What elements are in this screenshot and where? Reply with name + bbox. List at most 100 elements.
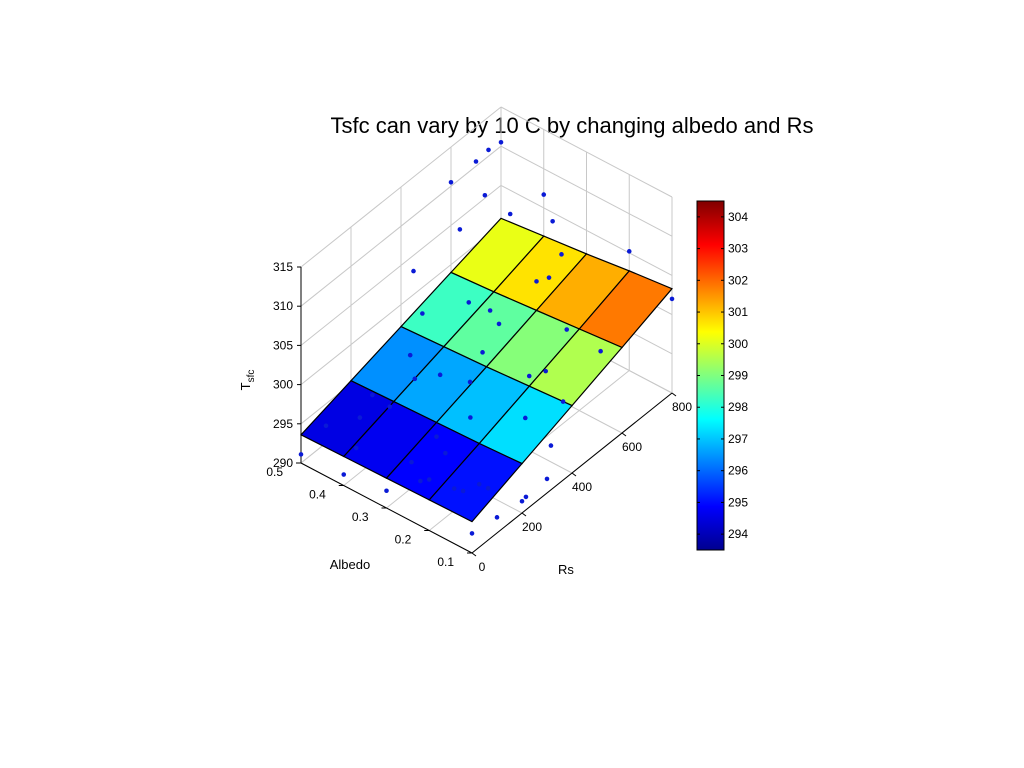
scatter-point xyxy=(546,275,552,280)
scatter-point xyxy=(418,478,423,484)
grid-line xyxy=(300,106,502,268)
scatter-point xyxy=(519,498,525,504)
colorbar-tick-label: 296 xyxy=(728,464,748,478)
scatter-point xyxy=(526,373,532,379)
scatter-point xyxy=(548,443,554,448)
colorbar-tick-label: 302 xyxy=(728,273,748,287)
colorbar-tick-label: 303 xyxy=(728,242,748,256)
colorbar-tick-label: 301 xyxy=(728,305,748,319)
scatter-point xyxy=(476,481,482,487)
scatter-point xyxy=(370,392,375,398)
scatter-point xyxy=(468,415,473,420)
colorbar: 294 295 296 297 298 299 300 301 302 303 304 xyxy=(696,200,748,551)
scatter-point xyxy=(473,159,479,164)
scatter-point xyxy=(541,192,547,197)
x-tick-label: 800 xyxy=(672,400,692,414)
x-tick-label: 400 xyxy=(572,480,592,494)
grid-line xyxy=(500,145,673,237)
scatter-point xyxy=(426,477,432,482)
scatter-point xyxy=(669,296,675,302)
scatter-point xyxy=(466,300,472,305)
colorbar-tick-label: 294 xyxy=(728,527,748,541)
z-axis-label-sub: sfc xyxy=(246,370,257,383)
scatter-point xyxy=(448,179,454,185)
y-tick-label: 0.3 xyxy=(352,510,369,524)
grid-line xyxy=(300,145,502,307)
scatter-point xyxy=(507,211,513,217)
x-tick-mark xyxy=(621,432,627,437)
scatter-point xyxy=(480,350,485,355)
z-axis-label: Tsfc xyxy=(238,370,257,391)
scatter-point xyxy=(323,423,329,429)
y-tick-label: 0.4 xyxy=(309,488,326,502)
colorbar-tick-label: 298 xyxy=(728,400,748,414)
x-tick-mark xyxy=(571,472,577,477)
scatter-point xyxy=(443,450,448,456)
scatter-point xyxy=(298,452,304,457)
scatter-point xyxy=(341,472,347,477)
y-tick-label: 0.5 xyxy=(266,465,283,479)
scatter-point xyxy=(564,327,570,332)
scatter-point xyxy=(485,485,491,491)
scatter-points xyxy=(298,139,675,536)
grid-line xyxy=(500,106,673,198)
x-tick-label: 200 xyxy=(522,520,542,534)
scatter-point xyxy=(434,434,439,439)
z-tick-label: 310 xyxy=(273,299,293,313)
surface-patch xyxy=(428,442,523,523)
colorbar-tick-label: 304 xyxy=(728,210,748,224)
z-axis-label-main: T xyxy=(238,382,253,390)
grid-line xyxy=(300,224,502,385)
scatter-point xyxy=(437,372,443,378)
x-tick-mark xyxy=(471,552,477,557)
z-tick-label: 290 xyxy=(273,456,293,470)
colorbar-gradient xyxy=(696,200,725,551)
scatter-point xyxy=(357,415,363,420)
z-tick-label: 300 xyxy=(273,378,293,392)
grid-line xyxy=(500,184,673,276)
scatter-point xyxy=(387,404,393,409)
colorbar-tick-label: 297 xyxy=(728,432,748,446)
scatter-point xyxy=(598,348,603,354)
scatter-point xyxy=(560,399,566,404)
scatter-point xyxy=(420,311,425,316)
scatter-point xyxy=(451,486,457,491)
scatter-point xyxy=(494,515,500,520)
scatter-point xyxy=(496,321,502,327)
z-tick-label: 305 xyxy=(273,338,293,352)
y-axis-label: Albedo xyxy=(330,557,370,572)
scatter-point xyxy=(407,352,413,358)
scatter-point xyxy=(353,445,359,451)
scatter-point xyxy=(498,139,504,145)
svg-text:Tsfc: Tsfc xyxy=(238,370,257,391)
colorbar-tick-label: 299 xyxy=(728,369,748,383)
x-tick-label: 0 xyxy=(479,560,486,574)
x-tick-label: 600 xyxy=(622,440,642,454)
scatter-point xyxy=(626,249,632,254)
z-tick-label: 295 xyxy=(273,417,293,431)
scatter-point xyxy=(487,308,493,313)
scatter-point xyxy=(544,476,550,482)
colorbar-tick-label: 295 xyxy=(728,495,748,509)
chart-title: Tsfc can vary by 10 C by changing albedo… xyxy=(330,113,813,138)
scatter-point xyxy=(384,488,389,494)
colorbar-ticks: 294 295 296 297 298 299 300 301 302 303 304 xyxy=(697,210,748,541)
scatter-point xyxy=(467,379,473,385)
x-tick-mark xyxy=(671,392,677,397)
x-tick-mark xyxy=(521,512,527,517)
scatter-point xyxy=(469,531,475,536)
scatter-point xyxy=(482,192,488,198)
x-axis-label: Rs xyxy=(558,562,574,577)
scatter-point xyxy=(559,252,564,257)
surface-plot xyxy=(300,217,673,523)
colorbar-tick-label: 300 xyxy=(728,337,748,351)
scatter-point xyxy=(412,376,418,382)
grid-line xyxy=(300,185,502,346)
y-tick-label: 0.1 xyxy=(437,555,454,569)
scatter-point xyxy=(523,494,529,500)
z-tick-label: 315 xyxy=(273,260,293,274)
scatter-point xyxy=(534,279,539,284)
y-tick-label: 0.2 xyxy=(395,533,412,547)
